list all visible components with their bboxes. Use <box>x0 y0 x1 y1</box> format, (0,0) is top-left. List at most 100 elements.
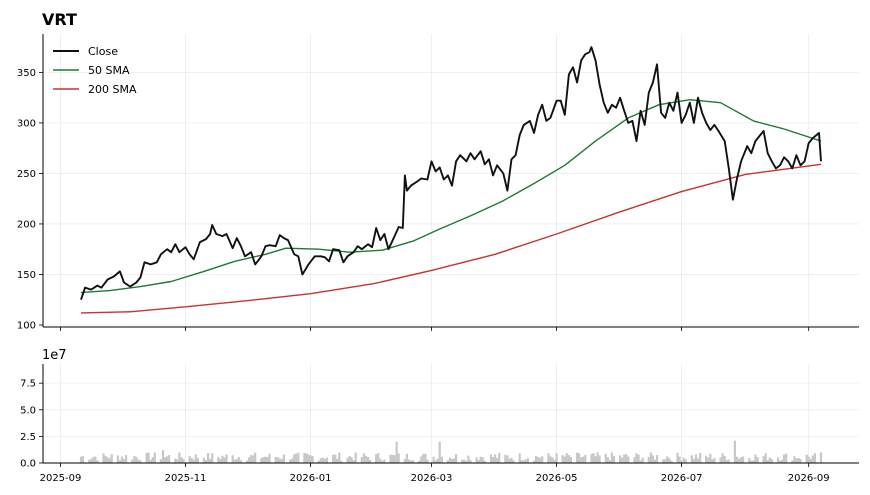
volume-bar <box>754 454 757 463</box>
chart-title: VRT <box>42 10 77 29</box>
volume-bar <box>207 453 210 463</box>
volume-bar <box>469 460 472 463</box>
volume-bar <box>623 454 626 463</box>
200-sma-line <box>80 163 822 314</box>
volume-bar <box>639 460 642 463</box>
volume-bar <box>106 457 109 463</box>
volume-bar <box>237 457 240 463</box>
volume-bar <box>524 459 527 463</box>
volume-bar <box>102 453 105 463</box>
volume-bar <box>122 458 126 463</box>
volume-bar <box>737 458 741 463</box>
volume-bar <box>699 453 702 463</box>
volume-bar <box>619 455 622 463</box>
volume-bar <box>346 457 349 463</box>
volume-bar <box>332 455 335 463</box>
volume-bar <box>506 455 509 463</box>
price-axes: 100 150 200 250 300 350 <box>17 34 859 331</box>
volume-bar <box>555 453 558 463</box>
volume-bar <box>809 458 812 463</box>
volume-bar <box>397 453 400 463</box>
volume-bar <box>793 456 796 463</box>
volume-bar <box>403 458 406 463</box>
volume-gridlines <box>43 364 859 464</box>
volume-bar <box>196 457 199 463</box>
volume-bar <box>352 460 355 463</box>
volume-bar <box>684 459 687 463</box>
volume-bar <box>159 459 162 463</box>
volume-bar <box>590 454 593 463</box>
volume-bar <box>96 460 99 463</box>
volume-bar <box>641 457 644 463</box>
volume-bar <box>424 453 427 463</box>
volume-bar <box>321 457 324 463</box>
volume-bar <box>467 455 470 463</box>
volume-bar <box>676 452 679 463</box>
volume-bar <box>309 455 312 463</box>
volume-bar <box>450 458 454 463</box>
volume-bar <box>489 454 493 463</box>
volume-bar <box>510 457 513 463</box>
volume-y-tick-label: 2.5 <box>20 432 36 443</box>
volume-bar <box>280 458 283 463</box>
volume-bar <box>778 460 782 463</box>
volume-bar <box>547 453 550 463</box>
volume-bar <box>569 457 572 463</box>
volume-bar <box>549 456 552 463</box>
volume-bar <box>612 456 616 463</box>
volume-bar <box>709 453 712 463</box>
volume-bar <box>268 453 271 463</box>
volume-bar <box>795 458 798 463</box>
volume-bar <box>756 457 759 463</box>
volume-bar <box>217 456 220 463</box>
volume-bar <box>239 460 242 463</box>
volume-bar <box>174 458 177 463</box>
volume-bar <box>145 452 148 463</box>
volume-bar <box>627 456 630 463</box>
volume-bar <box>264 456 267 463</box>
volume-bar <box>190 458 193 463</box>
volume-bar <box>79 456 83 463</box>
volume-bar <box>651 455 654 463</box>
volume-bar <box>594 456 597 463</box>
volume-bar <box>168 455 171 463</box>
volume-bar <box>584 454 587 463</box>
volume-bar <box>723 456 726 463</box>
volume-bar <box>192 459 195 463</box>
volume-bar <box>682 457 685 463</box>
volume-bar <box>295 453 298 463</box>
volume-bar <box>576 452 579 463</box>
volume-bar <box>81 456 85 463</box>
volume-bar <box>448 457 452 463</box>
x-tick-label: 2026-01 <box>290 473 332 484</box>
volume-bar <box>336 458 339 463</box>
x-axis-ticks: 2025-09 2025-11 2026-01 2026-03 2026-05 2026-… <box>40 473 830 484</box>
volume-bar <box>606 457 609 463</box>
volume-bar <box>655 455 659 463</box>
volume-bar <box>133 456 136 463</box>
volume-bar <box>592 453 595 463</box>
volume-bar <box>692 458 695 463</box>
volume-bar <box>166 456 169 463</box>
volume-bar <box>463 459 466 463</box>
volume-bar <box>565 453 568 463</box>
volume-bar <box>461 459 464 463</box>
volume-bar <box>120 456 124 463</box>
volume-bar <box>580 457 583 463</box>
volume-bar <box>707 457 710 463</box>
volume-bar <box>526 458 529 463</box>
price-y-tick-label: 100 <box>17 320 36 331</box>
volume-bar <box>762 456 765 463</box>
volume-bar <box>151 457 154 463</box>
volume-bar <box>395 441 398 463</box>
volume-bar <box>797 457 800 463</box>
volume-bar <box>90 458 93 463</box>
volume-bar <box>422 453 425 463</box>
volume-bar <box>553 459 556 463</box>
volume-bar <box>350 457 353 463</box>
volume-bar <box>311 456 314 463</box>
volume-bar <box>104 455 107 463</box>
volume-bar <box>705 455 708 463</box>
volume-bar <box>254 452 257 463</box>
